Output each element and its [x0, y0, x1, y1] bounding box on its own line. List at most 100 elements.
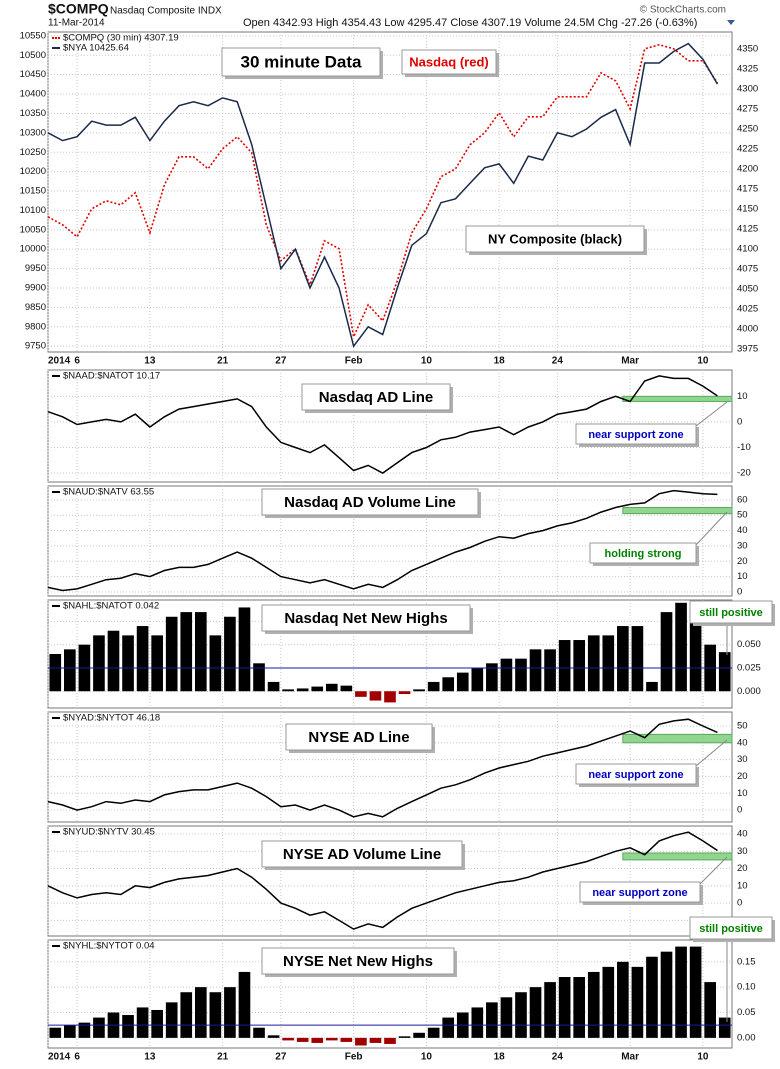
annotation-box	[689, 916, 773, 940]
bar	[456, 672, 469, 692]
bar	[646, 956, 658, 1038]
bar	[587, 635, 600, 692]
bar	[209, 635, 222, 692]
bar	[282, 1037, 294, 1041]
bar	[49, 654, 62, 692]
y-tick-label: 9900	[25, 283, 46, 294]
bar	[282, 689, 294, 692]
annotation-text: 30 minute Data	[241, 52, 362, 71]
x-tick-label: 2014	[48, 1052, 71, 1063]
bar	[544, 649, 556, 692]
y2-tick-label: 4300	[737, 83, 758, 94]
callout-line	[695, 401, 728, 427]
y2-tick-label: 4225	[737, 143, 758, 154]
bar	[471, 1007, 484, 1038]
legend-label: $NYHL:$NYTOT 0.04	[63, 941, 155, 952]
x-tick-label: 21	[217, 1052, 229, 1063]
x-tick-label: 10	[697, 1052, 709, 1063]
x-tick-label: 10	[421, 356, 433, 367]
y-tick-label: 10	[737, 571, 748, 582]
credit: © StockCharts.com	[640, 5, 726, 16]
bar	[646, 681, 658, 692]
y2-tick-label: 3975	[737, 343, 758, 354]
bar	[296, 1037, 309, 1042]
y-tick-label: 20	[737, 771, 748, 782]
bar	[471, 667, 484, 692]
bar	[660, 951, 673, 1038]
y-tick-label: 30	[737, 754, 748, 765]
bar	[238, 607, 251, 692]
bar	[573, 640, 586, 692]
bar	[194, 987, 207, 1038]
annotation-text: NYSE Net New Highs	[283, 953, 433, 970]
bar	[558, 640, 571, 692]
x-tick-label: 13	[144, 1052, 156, 1063]
bar	[675, 946, 687, 1038]
legend-label: $NAHL:$NATOT 0.042	[63, 601, 159, 612]
y-tick-label: 40	[737, 525, 748, 536]
y-tick-label: 50	[737, 510, 748, 521]
legend-label: $NYAD:$NYTOT 46.18	[63, 713, 160, 724]
bar	[369, 1037, 382, 1043]
bar	[398, 1036, 411, 1038]
bar	[486, 1002, 498, 1038]
y2-tick-label: 4175	[737, 183, 758, 194]
annotation-text: NYSE AD Line	[308, 729, 409, 746]
bar	[311, 1037, 324, 1043]
annotation-text: Nasdaq (red)	[409, 54, 488, 69]
y-tick-label: -20	[737, 468, 751, 479]
y-tick-label: 50	[737, 720, 748, 731]
annotation-text: near support zone	[588, 429, 683, 441]
y-tick-label: 10400	[20, 89, 46, 100]
y-tick-label: 10450	[20, 69, 46, 80]
bar	[500, 658, 513, 692]
y-tick-label: 0.025	[737, 662, 761, 673]
series-line	[47, 43, 719, 340]
bar	[486, 663, 498, 692]
bar	[340, 685, 353, 692]
y-tick-label: 10300	[20, 127, 46, 138]
y-tick-label: 9950	[25, 263, 46, 274]
y-tick-label: -10	[737, 442, 751, 453]
bar	[398, 691, 411, 695]
annotation-text: still positive	[699, 923, 763, 935]
x-tick-label: 18	[494, 1052, 506, 1063]
y2-tick-label: 4075	[737, 263, 758, 274]
chart-subtitle: Nasdaq Composite INDX	[110, 6, 222, 17]
annotation-box	[285, 723, 433, 751]
bar	[64, 1025, 76, 1038]
bar	[107, 630, 120, 692]
bar	[617, 626, 629, 692]
x-tick-label: 27	[275, 1052, 287, 1063]
y-tick-label: 0.050	[737, 639, 761, 650]
annotation-box	[261, 947, 455, 975]
bar	[500, 997, 513, 1038]
bar	[704, 982, 716, 1038]
y2-tick-label: 4000	[737, 323, 758, 334]
annotation-box	[401, 49, 497, 75]
bar	[64, 649, 76, 692]
legend-label: $NYUD:$NYTV 30.45	[63, 827, 155, 838]
x-tick-label: Feb	[345, 1052, 363, 1063]
annotation-box	[261, 488, 479, 516]
y-tick-label: 0	[737, 805, 742, 816]
y-tick-label: 9800	[25, 321, 46, 332]
y-tick-label: 0.15	[737, 956, 756, 967]
bar	[165, 616, 178, 692]
annotation-box	[579, 881, 701, 903]
quote: Open 4342.93 High 4354.43 Low 4295.47 Cl…	[243, 17, 697, 29]
panel	[47, 31, 733, 353]
x-tick-label: 21	[217, 356, 229, 367]
bar	[180, 992, 193, 1038]
bar	[602, 635, 615, 692]
y2-tick-label: 4100	[737, 243, 758, 254]
annotation-box	[221, 47, 381, 77]
bar	[718, 1017, 731, 1038]
bar	[224, 987, 236, 1038]
bar	[136, 1007, 149, 1038]
annotation-box	[575, 763, 697, 785]
support-zone	[622, 395, 733, 402]
y-tick-label: 10100	[20, 205, 46, 216]
bar	[558, 977, 571, 1038]
x-tick-label: 2014	[48, 356, 71, 367]
